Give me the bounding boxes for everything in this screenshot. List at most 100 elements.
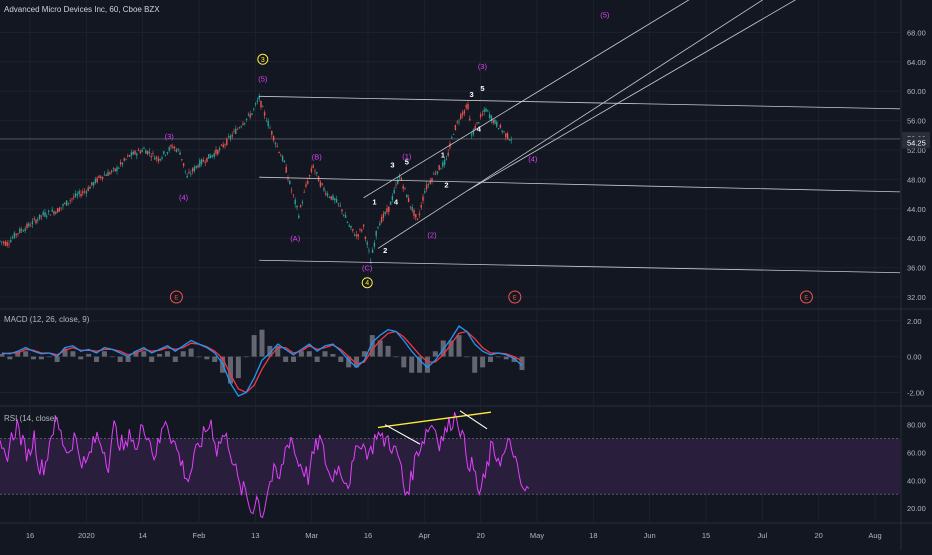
candle-body: [195, 165, 197, 168]
candle-body: [362, 224, 365, 227]
candle-body: [458, 121, 460, 123]
candle-body: [233, 130, 235, 132]
candle-body: [452, 134, 455, 135]
candle-body: [330, 196, 332, 200]
time-tick-label: Aug: [868, 531, 881, 540]
candle-body: [492, 119, 494, 123]
candle-body: [409, 206, 412, 208]
candle-body: [303, 191, 305, 193]
candle-body: [222, 144, 224, 148]
candle-body: [89, 186, 91, 189]
candle-body: [274, 142, 277, 145]
candle-body: [82, 191, 84, 194]
macd-histogram-bar: [46, 356, 52, 358]
candle-body: [256, 100, 259, 102]
macd-histogram-bar: [464, 356, 470, 358]
macd-line: [1, 325, 523, 397]
candle-body: [53, 211, 55, 215]
rsi-tick-label: 60.00: [907, 448, 926, 457]
candle-body: [96, 177, 98, 183]
candle-body: [33, 218, 35, 220]
candle-body: [308, 175, 311, 177]
candle-body: [69, 200, 71, 202]
candle-body: [22, 230, 25, 232]
candle-body: [193, 166, 196, 172]
macd-histogram-bar: [157, 353, 163, 357]
candle-body: [6, 242, 8, 246]
candle-body: [420, 204, 422, 208]
time-tick-label: Apr: [418, 531, 430, 540]
candle-body: [287, 177, 289, 180]
earnings-marker: [799, 290, 813, 304]
wave-label-circle: [257, 53, 269, 65]
candle-body: [206, 157, 208, 162]
candle-body: [244, 122, 246, 124]
candle-body: [24, 228, 26, 231]
macd-histogram-bar: [417, 356, 423, 373]
candle-body: [251, 113, 253, 115]
candle-body: [150, 156, 152, 158]
candle-body: [267, 121, 269, 126]
candle-body: [389, 201, 392, 205]
candle-body: [276, 145, 278, 147]
candle-body: [413, 210, 415, 216]
candle-body: [262, 106, 264, 108]
macd-histogram-bar: [243, 356, 249, 358]
macd-histogram-bar: [267, 345, 273, 357]
candle-body: [344, 215, 347, 218]
candle-body: [62, 204, 64, 207]
macd-histogram-bar: [117, 356, 123, 362]
wave-label: 4: [477, 125, 482, 134]
candle-body: [499, 124, 502, 128]
macd-histogram-bar: [503, 356, 509, 360]
candle-body: [406, 194, 408, 198]
candle-body: [2, 241, 5, 243]
candle-body: [98, 175, 100, 178]
candle-body: [445, 158, 448, 160]
candle-body: [283, 160, 286, 163]
candle-body: [368, 250, 370, 252]
macd-histogram-bar: [298, 351, 304, 357]
candle-body: [118, 167, 120, 169]
candle-body: [40, 215, 43, 217]
wave-label: (4): [179, 193, 189, 202]
time-tick-label: 2020: [78, 531, 95, 540]
candle-body: [121, 162, 124, 165]
candle-body: [337, 203, 340, 205]
candle-body: [485, 108, 487, 112]
candle-body: [224, 144, 226, 146]
candle-body: [26, 223, 28, 228]
candle-body: [204, 162, 206, 163]
channel-line: [363, 0, 690, 199]
candle-body: [175, 149, 178, 152]
candle-body: [173, 147, 176, 149]
price-tick-label: 60.00: [907, 87, 926, 96]
candle-body: [463, 110, 466, 114]
candle-body: [476, 122, 478, 124]
macd-histogram-bar: [133, 351, 139, 357]
macd-histogram-bar: [432, 351, 438, 357]
candle-body: [425, 184, 428, 190]
candle-body: [443, 159, 446, 165]
macd-histogram-bar: [7, 356, 13, 360]
candle-body: [191, 168, 194, 172]
macd-histogram-bar: [448, 340, 454, 357]
channel-line: [259, 259, 901, 274]
macd-histogram-bar: [0, 353, 5, 357]
wave-label: (2): [427, 230, 437, 239]
candle-body: [170, 145, 172, 147]
candle-body: [181, 159, 183, 160]
candle-body: [38, 214, 41, 219]
candle-body: [398, 175, 401, 179]
candle-body: [319, 181, 322, 187]
candle-body: [31, 221, 34, 225]
wave-label: (3): [478, 62, 488, 71]
candle-body: [28, 223, 30, 227]
candle-body: [157, 158, 160, 162]
candle-body: [8, 243, 10, 245]
earnings-marker-label: E: [174, 296, 178, 302]
macd-histogram-bar: [212, 356, 218, 362]
time-tick-label: Jun: [644, 531, 656, 540]
time-tick-label: 20: [814, 531, 822, 540]
candle-body: [379, 223, 381, 226]
